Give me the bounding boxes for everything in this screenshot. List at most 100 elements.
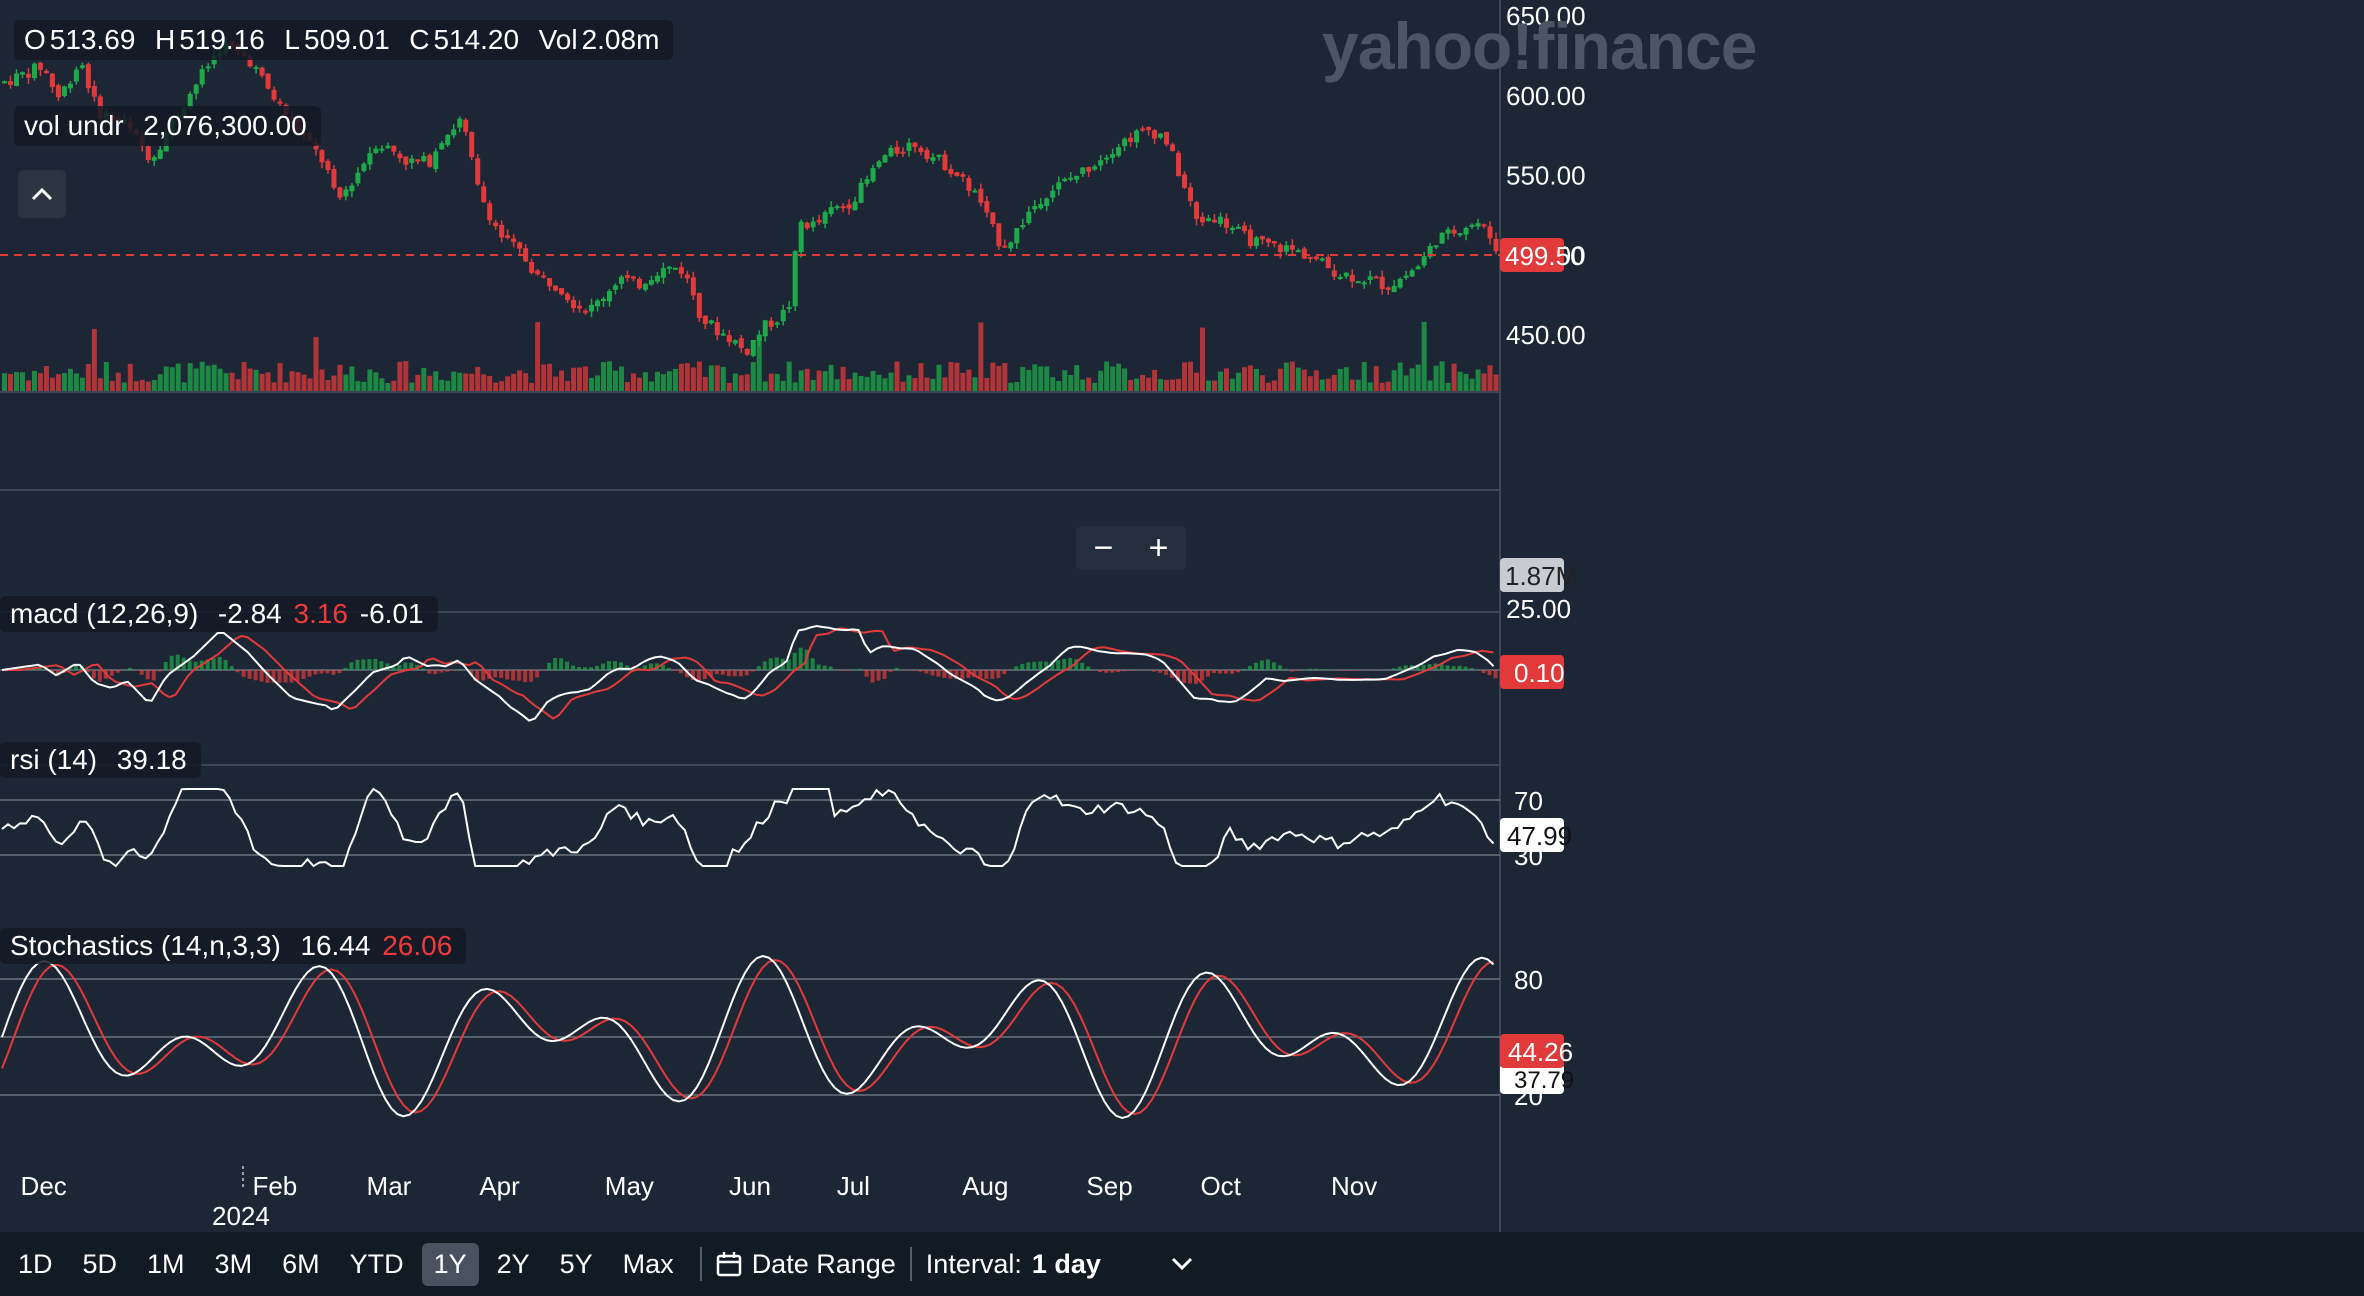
candle-up: [936, 154, 942, 157]
candle-down: [1307, 256, 1313, 259]
x-axis-label: Dec: [21, 1171, 67, 1201]
candle-down: [840, 206, 846, 209]
candle-up: [828, 207, 834, 215]
price-tick-label: 550.00: [1506, 161, 1586, 191]
range-button-1m[interactable]: 1M: [147, 1248, 185, 1279]
macd-histogram-bar: [91, 670, 96, 679]
macd-histogram-bar: [1439, 664, 1444, 670]
candle-up: [385, 145, 391, 149]
macd-histogram-bar: [1014, 666, 1019, 670]
candle-up: [1020, 225, 1026, 228]
range-button-6m[interactable]: 6M: [282, 1248, 320, 1279]
candle-up: [1397, 278, 1403, 288]
candle-up: [822, 212, 828, 224]
candle-down: [547, 278, 553, 287]
volume-bar: [828, 364, 834, 391]
macd-histogram-bar: [756, 666, 761, 670]
range-button-5d[interactable]: 5D: [82, 1248, 118, 1279]
volume-bar: [19, 372, 25, 391]
candle-up: [355, 172, 361, 184]
collapse-legend-button[interactable]: [18, 170, 66, 218]
vol-under-legend: vol undr 2,076,300.00: [14, 106, 321, 146]
rsi-value: 39.18: [116, 744, 187, 775]
macd-histogram-bar: [1050, 661, 1055, 670]
macd-histogram-bar: [888, 670, 893, 672]
zoom-in-button[interactable]: +: [1148, 528, 1169, 567]
macd-histogram-bar: [630, 668, 635, 670]
volume-bar: [1313, 370, 1319, 391]
macd-histogram-bar: [1319, 669, 1324, 670]
range-button-ytd[interactable]: YTD: [349, 1248, 404, 1279]
volume-bar: [505, 376, 511, 391]
date-range-button[interactable]: Date Range: [716, 1249, 896, 1280]
volume-bar: [415, 374, 421, 391]
volume-bar: [696, 361, 702, 391]
candle-down: [1247, 229, 1253, 247]
volume-bar: [1403, 375, 1409, 391]
candle-up: [1062, 178, 1068, 182]
candle-down: [804, 222, 810, 229]
candle-down: [816, 219, 822, 223]
candle-down: [499, 224, 505, 238]
macd-histogram-bar: [882, 670, 887, 680]
macd-histogram-bar: [445, 670, 450, 672]
macd-histogram-bar: [1164, 670, 1169, 675]
stochastics-legend: Stochastics (14,n,3,3) 16.44 26.06: [0, 928, 467, 964]
volume-bar: [1122, 368, 1128, 391]
range-button-1d[interactable]: 1D: [18, 1248, 53, 1279]
candle-down: [702, 315, 708, 325]
macd-histogram-bar: [1158, 670, 1163, 673]
candle-down: [1170, 144, 1176, 151]
volume-bar: [2, 373, 7, 391]
volume-bar: [1128, 380, 1134, 391]
candle-down: [954, 172, 960, 176]
volume-bar: [1349, 379, 1355, 391]
volume-bar: [49, 377, 55, 391]
volume-bar: [924, 377, 930, 391]
volume-bar: [265, 372, 271, 391]
interval-select[interactable]: Interval: 1 day: [926, 1249, 1193, 1280]
candle-up: [660, 268, 666, 278]
range-button-1y[interactable]: 1Y: [421, 1242, 479, 1286]
candle-up: [1056, 182, 1062, 190]
macd-histogram-bar: [1188, 670, 1193, 684]
rsi-badge-label: 47.99: [1507, 821, 1572, 851]
macd-histogram-bar: [1002, 670, 1007, 675]
macd-histogram-bar: [1463, 666, 1468, 670]
candle-up: [1421, 256, 1427, 266]
range-button-2y[interactable]: 2Y: [496, 1248, 530, 1279]
volume-bar: [1421, 321, 1427, 391]
macd-histogram-bar: [157, 670, 162, 672]
range-button-max[interactable]: Max: [622, 1248, 674, 1279]
candle-down: [511, 238, 517, 242]
macd-histogram-bar: [840, 670, 845, 671]
volume-bar: [654, 371, 660, 391]
volume-bar: [493, 382, 499, 391]
macd-signal-value: 3.16: [293, 598, 349, 629]
volume-bar: [109, 381, 115, 391]
range-button-3m[interactable]: 3M: [214, 1248, 253, 1279]
volume-bar: [403, 361, 409, 391]
volume-bar: [1451, 363, 1457, 391]
macd-histogram-bar: [1056, 660, 1061, 670]
zoom-out-button[interactable]: −: [1093, 528, 1114, 567]
candle-down: [37, 62, 43, 70]
volume-bar: [870, 371, 876, 391]
candle-down: [265, 73, 271, 89]
candle-up: [1457, 233, 1463, 236]
candle-down: [1188, 187, 1194, 202]
macd-histogram-bar: [1487, 670, 1492, 676]
volume-bar: [391, 380, 397, 391]
macd-histogram-bar: [1349, 670, 1354, 671]
volume-bar: [1229, 378, 1235, 391]
volume-bar: [259, 373, 265, 391]
volume-bar: [1146, 377, 1152, 391]
range-button-5y[interactable]: 5Y: [559, 1248, 593, 1279]
candle-up: [1475, 223, 1481, 227]
volume-bar: [1397, 362, 1403, 391]
macd-histogram-bar: [834, 669, 839, 670]
macd-histogram-bar: [115, 670, 120, 673]
candle-down: [960, 174, 966, 177]
macd-histogram-bar: [331, 670, 336, 675]
